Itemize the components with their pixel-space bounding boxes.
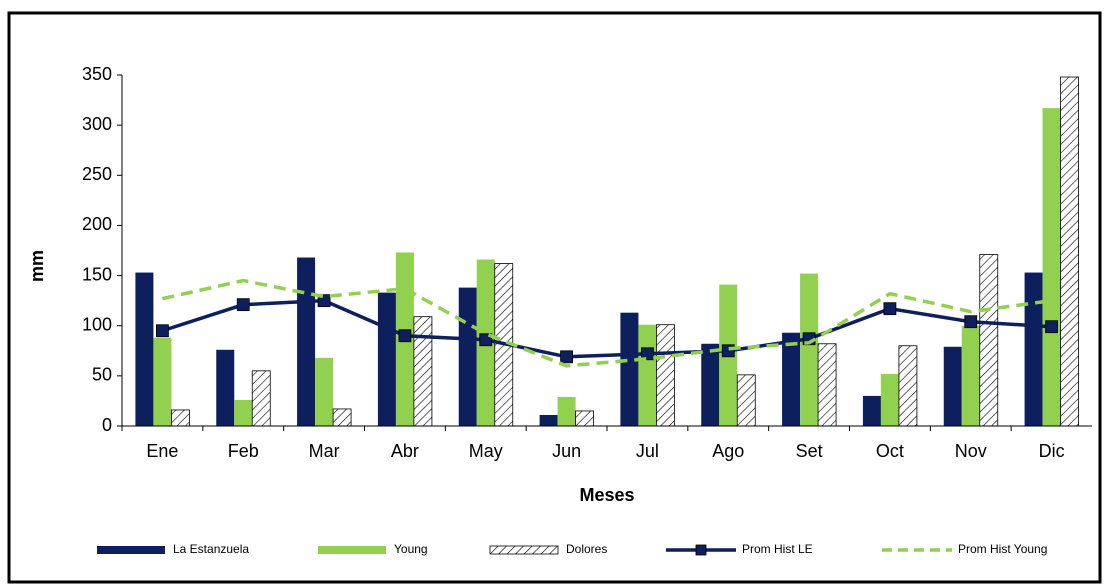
bar (943, 346, 962, 426)
bar (979, 254, 999, 427)
legend-label: Prom Hist Young (958, 542, 1047, 556)
x-tick-label: Feb (228, 441, 259, 461)
line-marker (156, 324, 169, 338)
legend-label: Prom Hist LE (742, 542, 813, 556)
line-series (162, 278, 1052, 368)
bar (539, 414, 558, 426)
x-tick-label: Dic (1039, 441, 1065, 461)
bar (458, 287, 477, 426)
line-series (161, 298, 1052, 359)
bar (216, 349, 235, 426)
bar (862, 395, 881, 426)
bar (1042, 108, 1061, 426)
x-tick-label: Jun (552, 441, 581, 461)
bar (315, 357, 334, 426)
bar (1060, 76, 1079, 427)
bar (1024, 272, 1043, 426)
line-marker (964, 315, 978, 329)
legend-label: Dolores (566, 542, 607, 556)
line-marker (721, 344, 735, 358)
legend-swatch (318, 546, 386, 554)
bar (638, 324, 657, 426)
line-marker (398, 329, 412, 343)
bar (557, 396, 576, 426)
bar (701, 343, 720, 426)
bar (153, 337, 172, 426)
bar (413, 316, 433, 427)
x-axis-title: Meses (579, 485, 634, 505)
y-tick-label: 200 (82, 214, 112, 234)
y-tick-label: 0 (102, 415, 112, 435)
bar (782, 332, 801, 426)
line-marker (1045, 320, 1058, 334)
bar (171, 409, 190, 427)
bar (620, 312, 639, 426)
y-axis-title: mm (27, 250, 47, 282)
chart-frame (7, 11, 1102, 584)
y-tick-label: 350 (82, 64, 112, 84)
legend-label: Young (394, 542, 428, 556)
bar (736, 374, 756, 427)
bar (332, 408, 352, 427)
bar (898, 345, 918, 427)
bar (800, 273, 819, 426)
line-marker (560, 350, 573, 364)
x-tick-label: Ene (146, 441, 178, 461)
bar (251, 370, 271, 427)
x-tick-label: Jul (636, 441, 659, 461)
x-tick-label: Oct (876, 441, 904, 461)
x-tick-label: Mar (309, 441, 340, 461)
y-tick-label: 150 (82, 264, 112, 284)
x-tick-label: Set (796, 441, 823, 461)
bar (234, 399, 253, 426)
bar (575, 410, 594, 427)
legend-swatch (97, 546, 165, 554)
bar (377, 292, 396, 426)
x-tick-label: Ago (712, 441, 744, 461)
line-marker (641, 347, 654, 361)
bar (656, 324, 675, 427)
y-tick-label: 300 (82, 114, 112, 134)
legend-label: La Estanzuela (173, 542, 249, 556)
legend-marker (695, 544, 707, 556)
y-tick-label: 100 (82, 314, 112, 334)
bar (961, 325, 980, 426)
legend-swatch (489, 545, 559, 555)
y-tick-label: 250 (82, 164, 112, 184)
x-tick-label: May (469, 441, 503, 461)
x-tick-label: Abr (391, 441, 419, 461)
y-tick-label: 50 (92, 365, 112, 385)
bar (817, 343, 837, 427)
bar (880, 373, 899, 426)
line-marker (883, 302, 897, 316)
bar (297, 257, 316, 426)
line-marker (236, 298, 250, 312)
x-tick-label: Nov (955, 441, 987, 461)
bar (135, 272, 154, 426)
